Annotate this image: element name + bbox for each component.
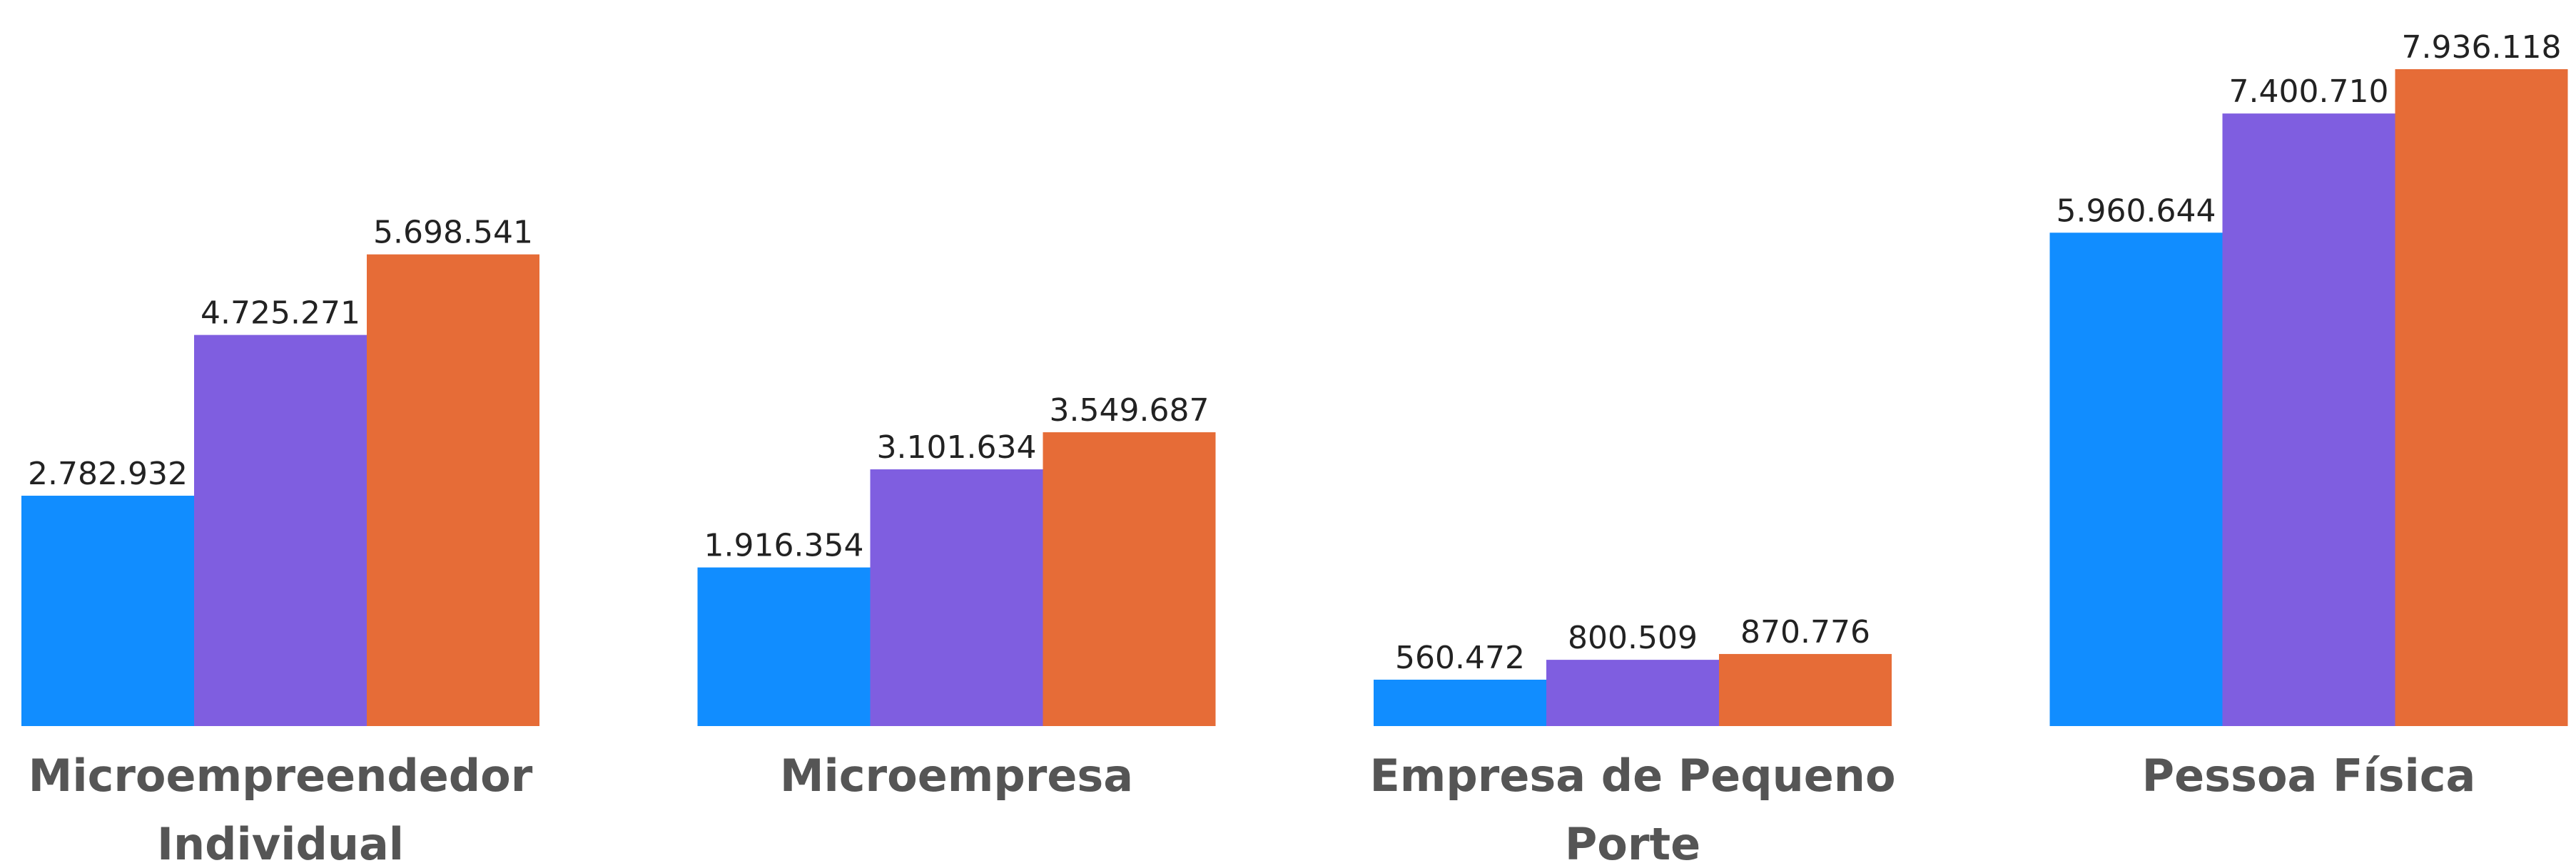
x-tick-label: Microempresa [779,750,1134,802]
data-label: 7.936.118 [2402,29,2562,66]
bar [1719,653,1892,726]
data-label: 5.960.644 [2057,193,2216,229]
data-label: 870.776 [1740,614,1870,650]
data-label: 3.549.687 [1050,392,1210,429]
data-label: 3.101.634 [877,429,1037,466]
bar [21,496,194,726]
bar [1546,660,1719,726]
x-tick-label: Microempreendedor Individual [28,750,533,868]
data-label: 560.472 [1395,640,1525,676]
data-label: 1.916.354 [704,528,864,564]
bar [367,254,539,726]
x-tick-label: Pessoa Física [2141,750,2476,802]
bar [2222,113,2395,726]
data-label: 5.698.541 [373,215,533,251]
bar [2395,69,2568,726]
bar [2049,233,2223,727]
data-label: 2.782.932 [28,456,188,492]
bar [1374,679,1546,726]
bar [194,335,367,726]
x-tick-label: Empresa de Pequeno Porte [1369,750,1896,868]
bar [870,469,1043,726]
data-label: 7.400.710 [2229,73,2389,110]
data-label: 4.725.271 [201,295,360,332]
data-label: 800.509 [1568,620,1698,656]
bar [1043,432,1216,726]
bar [697,567,871,726]
